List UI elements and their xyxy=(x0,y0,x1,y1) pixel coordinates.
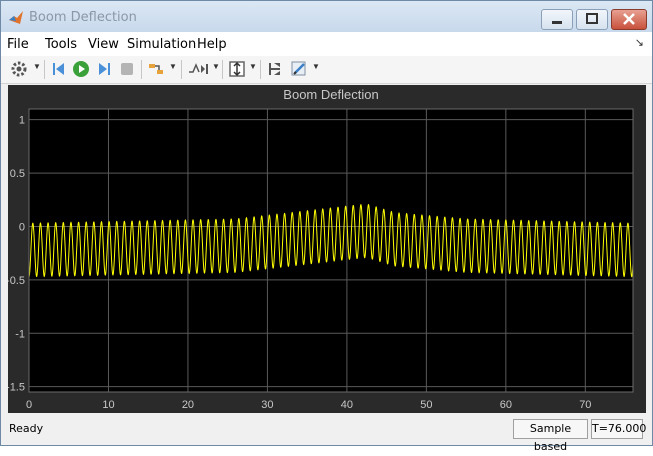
cursor-measurement-icon[interactable] xyxy=(266,60,284,78)
close-icon xyxy=(623,13,635,25)
step-back-icon[interactable] xyxy=(50,60,68,78)
x-tick-label: 0 xyxy=(26,399,32,411)
trigger-icon[interactable] xyxy=(188,60,210,78)
maximize-button[interactable] xyxy=(576,9,608,30)
toolbar-separator xyxy=(181,60,182,79)
menu-simulation[interactable]: Simulation xyxy=(127,37,197,52)
menu-file[interactable]: File xyxy=(7,37,29,52)
close-button[interactable] xyxy=(611,9,647,30)
highlight-dropdown-icon[interactable]: ▼ xyxy=(169,62,177,71)
menu-bar: File Tools View Simulation Help ↘ xyxy=(1,32,652,56)
gear-dropdown-icon[interactable]: ▼ xyxy=(33,62,41,71)
x-tick-label: 20 xyxy=(182,399,194,411)
x-tick-label: 50 xyxy=(420,399,432,411)
maximize-icon xyxy=(586,13,598,24)
minimize-button[interactable] xyxy=(541,9,573,30)
y-tick-label: -1.5 xyxy=(8,382,25,394)
minimize-icon xyxy=(552,21,562,24)
plot-title: Boom Deflection xyxy=(283,87,378,102)
plot-panel: Boom Deflection 0 10 20 30 40 50 60 70 1 0.5 0 -0.… xyxy=(6,85,646,413)
matlab-icon xyxy=(9,11,23,24)
y-tick-label: -1 xyxy=(15,328,25,340)
x-tick-label: 30 xyxy=(261,399,273,411)
step-forward-icon[interactable] xyxy=(95,60,113,78)
axes-frame xyxy=(28,108,634,393)
menu-tools[interactable]: Tools xyxy=(45,37,78,52)
dock-arrow-icon[interactable]: ↘ xyxy=(634,37,644,49)
style-icon[interactable] xyxy=(290,60,308,78)
stop-icon[interactable] xyxy=(118,60,136,78)
y-tick-label: 0 xyxy=(19,221,25,233)
signal-trace xyxy=(28,203,634,278)
y-tick-label: -0.5 xyxy=(8,275,25,287)
run-icon[interactable] xyxy=(72,60,90,78)
toolbar-separator xyxy=(44,60,45,79)
signal-highlight-icon[interactable] xyxy=(147,60,165,78)
status-bar: Ready Sample based T=76.000 xyxy=(1,418,652,453)
x-tick-label: 10 xyxy=(102,399,114,411)
x-tick-label: 60 xyxy=(500,399,512,411)
window-title: Boom Deflection xyxy=(29,10,137,25)
toolbar-separator xyxy=(222,60,223,79)
scope-plot[interactable]: Boom Deflection 0 10 20 30 40 50 60 70 1 0.5 0 -0.… xyxy=(6,85,646,413)
sample-mode-box: Sample based xyxy=(513,419,588,453)
autoscale-dropdown-icon[interactable]: ▼ xyxy=(249,62,257,71)
toolbar-separator xyxy=(141,60,142,79)
status-ready: Ready xyxy=(9,422,44,435)
menu-help[interactable]: Help xyxy=(197,37,227,52)
y-tick-label: 1 xyxy=(19,115,25,127)
toolbar: ▼ ▼ ▼ ▼ xyxy=(1,56,652,84)
title-bar[interactable]: Boom Deflection xyxy=(1,1,652,32)
x-tick-label: 70 xyxy=(579,399,591,411)
menu-view[interactable]: View xyxy=(88,37,119,52)
gear-icon[interactable] xyxy=(10,60,28,78)
x-tick-label: 40 xyxy=(341,399,353,411)
autoscale-icon[interactable] xyxy=(228,60,246,78)
style-dropdown-icon[interactable]: ▼ xyxy=(312,62,320,71)
time-readout: T=76.000 xyxy=(591,419,646,439)
trigger-dropdown-icon[interactable]: ▼ xyxy=(212,62,220,71)
toolbar-separator xyxy=(260,60,261,79)
y-tick-label: 0.5 xyxy=(10,168,25,180)
